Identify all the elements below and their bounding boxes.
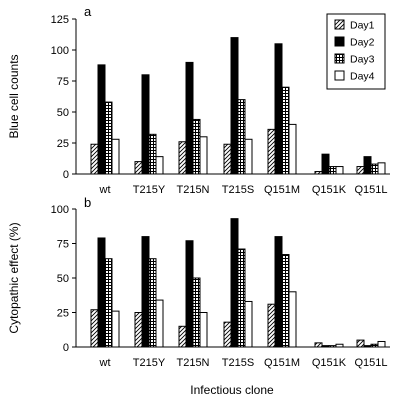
bar-day4-t215n <box>199 136 208 175</box>
bar-day4-t215s <box>244 300 253 348</box>
bar-day1-t215y <box>134 312 143 348</box>
legend: Day1 Day2 Day3 Day4 <box>326 13 386 90</box>
y-tick-label: 0 <box>63 169 69 181</box>
legend-swatch-day4 <box>334 70 345 81</box>
x-tick-label: T215Y <box>133 357 166 369</box>
bar-day2-wt <box>97 237 106 348</box>
bar-day3-t215n <box>192 118 201 175</box>
x-tick-label: T215S <box>222 184 254 196</box>
bar-day2-q151k <box>321 153 330 175</box>
panel-a: 0 25 50 75 100 125 Blue cell counts a wt T215Y T21… <box>7 4 390 196</box>
bar-day1-q151m <box>267 128 276 175</box>
bar-day1-wt <box>90 309 99 348</box>
bar-day3-t215y <box>148 133 157 175</box>
bar-day2-q151l <box>363 345 372 348</box>
bar-day3-t215s <box>237 248 246 348</box>
legend-label-day1: Day1 <box>350 20 375 32</box>
legend-label-day2: Day2 <box>350 37 375 49</box>
bar-day4-wt <box>111 138 120 175</box>
x-tick-label: T215S <box>222 357 254 369</box>
bar-day4-q151m <box>288 291 297 348</box>
bar-day3-t215y <box>148 258 157 348</box>
bar-day2-t215y <box>141 236 150 348</box>
bar-day4-t215y <box>155 156 164 175</box>
bar-day2-t215s <box>230 218 239 348</box>
y-tick-label: 0 <box>63 342 69 354</box>
x-tick-label: Q151L <box>354 357 387 369</box>
bar-day1-q151l <box>356 339 365 348</box>
bar-day1-t215y <box>134 161 143 175</box>
y-axis-title: Blue cell counts <box>7 54 21 138</box>
bar-day2-t215s <box>230 37 239 175</box>
panel-label: a <box>84 4 92 19</box>
legend-swatch-day3 <box>334 53 345 64</box>
bar-day3-q151m <box>281 254 290 348</box>
bar-day3-wt <box>104 258 113 348</box>
bar-day2-wt <box>97 64 106 175</box>
x-tick-label: Q151M <box>264 184 300 196</box>
panel-b: 0 25 50 75 100 Cytopathic effect (%) b wt T215Y T… <box>7 195 390 369</box>
bar-day3-q151l <box>370 163 379 175</box>
bar-day3-q151l <box>370 343 379 348</box>
x-axis-title: Infectious clone <box>190 383 274 397</box>
y-tick-label: 25 <box>57 138 69 150</box>
bar-day1-q151k <box>314 342 323 348</box>
bar-day1-wt <box>90 143 99 175</box>
legend-label-day4: Day4 <box>350 71 375 83</box>
x-tick-label: T215Y <box>133 184 166 196</box>
x-tick-label: Q151L <box>354 184 387 196</box>
y-tick-label: 25 <box>57 308 69 320</box>
x-tick-label: T215N <box>176 184 209 196</box>
bar-day1-q151k <box>314 171 323 175</box>
bar-day1-t215s <box>223 143 232 175</box>
y-tick-label: 75 <box>57 76 69 88</box>
y-tick-label: 100 <box>51 204 69 216</box>
y-tick-label: 75 <box>57 239 69 251</box>
y-axis-title: Cytopathic effect (%) <box>7 222 21 333</box>
bar-day4-t215y <box>155 299 164 348</box>
bar-day2-q151l <box>363 156 372 175</box>
x-tick-label: Q151M <box>264 357 300 369</box>
bar-day3-q151k <box>328 166 337 175</box>
bar-day1-q151m <box>267 303 276 348</box>
bar-day3-t215s <box>237 99 246 175</box>
bar-day4-q151l <box>377 340 386 348</box>
x-tick-label: wt <box>99 184 111 196</box>
legend-swatch-day2 <box>334 36 345 47</box>
bar-day3-q151k <box>328 345 337 348</box>
bar-day2-t215n <box>185 240 194 348</box>
bar-day2-q151k <box>321 345 330 348</box>
bar-day3-t215n <box>192 277 201 348</box>
bar-day4-wt <box>111 310 120 348</box>
bar-day2-q151m <box>274 43 283 175</box>
bar-day2-t215n <box>185 61 194 175</box>
bar-day1-t215n <box>178 141 187 175</box>
bar-day3-q151m <box>281 86 290 175</box>
y-tick-label: 125 <box>51 14 69 26</box>
bar-day4-q151l <box>377 162 386 175</box>
y-tick-label: 50 <box>57 273 69 285</box>
y-tick-label: 50 <box>57 107 69 119</box>
panel-label: b <box>84 195 91 210</box>
bar-day1-t215s <box>223 321 232 348</box>
x-tick-label: Q151K <box>312 184 347 196</box>
bar-day4-t215s <box>244 138 253 175</box>
bar-day1-t215n <box>178 325 187 348</box>
bar-day2-t215y <box>141 74 150 175</box>
bar-day1-q151l <box>356 166 365 175</box>
bar-day3-wt <box>104 101 113 175</box>
x-tick-label: wt <box>99 357 111 369</box>
bar-day4-q151k <box>335 166 344 175</box>
x-tick-label: T215N <box>176 357 209 369</box>
legend-label-day3: Day3 <box>350 54 375 66</box>
bar-day4-q151m <box>288 123 297 175</box>
legend-swatch-day1 <box>334 19 345 30</box>
bar-day4-q151k <box>335 343 344 348</box>
y-tick-label: 100 <box>51 45 69 57</box>
bar-day2-q151m <box>274 236 283 348</box>
x-tick-label: Q151K <box>312 357 347 369</box>
bar-day4-t215n <box>199 312 208 348</box>
